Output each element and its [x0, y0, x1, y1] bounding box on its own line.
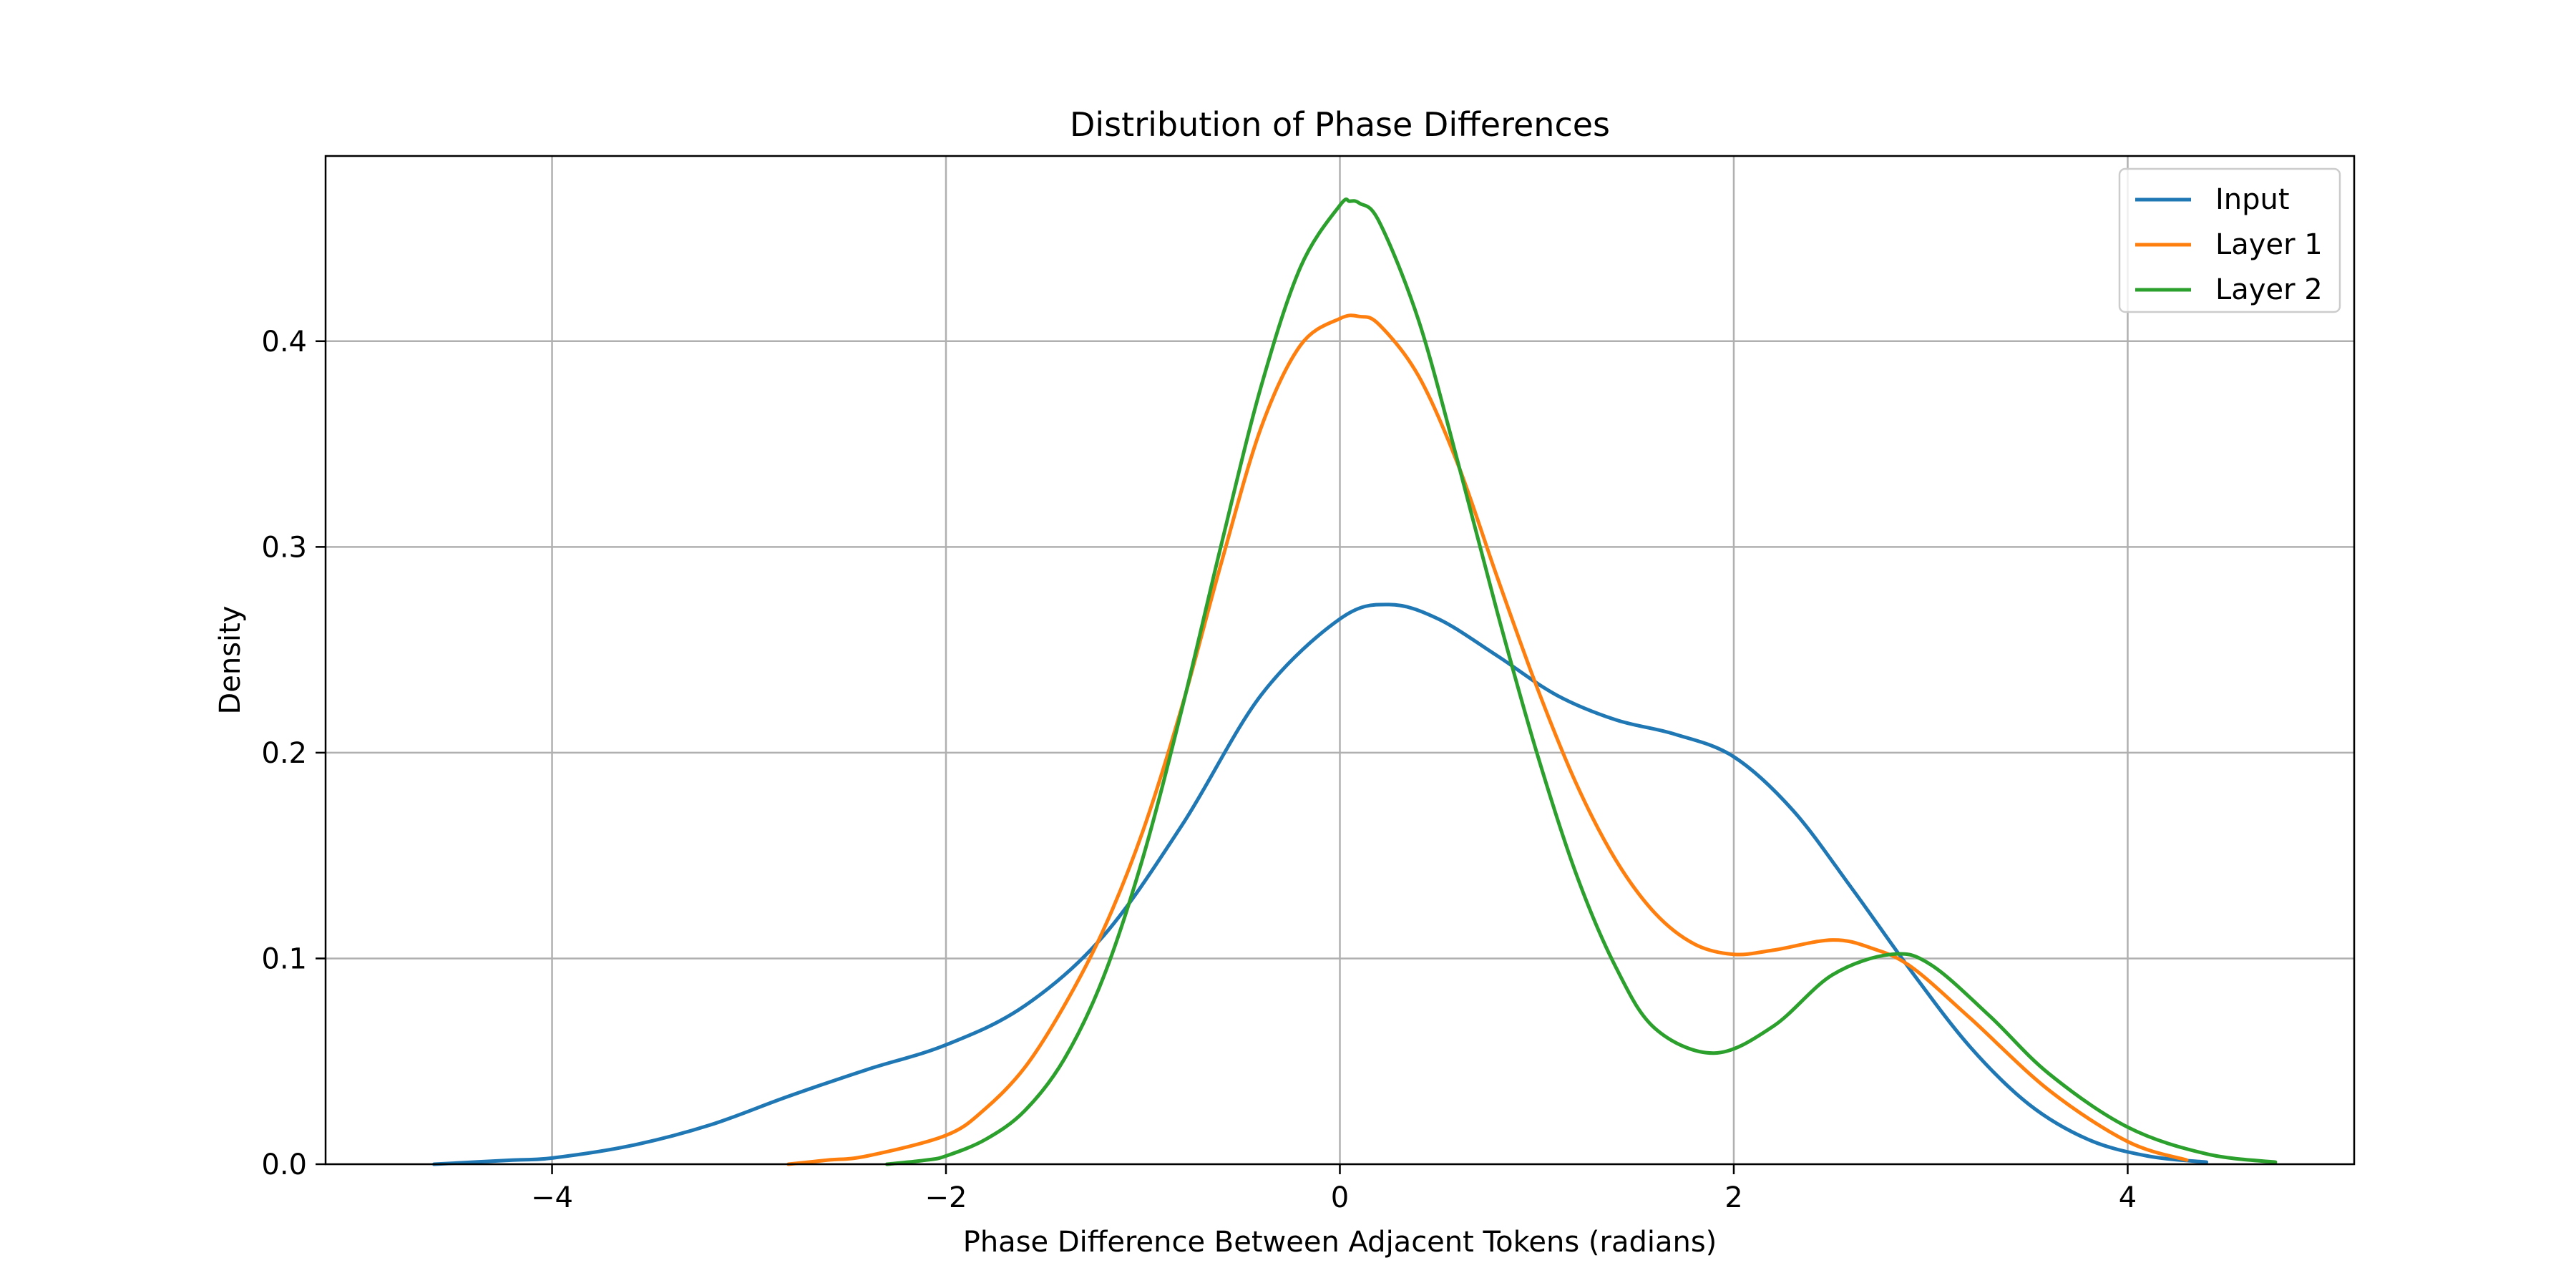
y-axis-label: Density — [214, 605, 247, 714]
y-tick-label: 0.3 — [261, 531, 307, 564]
series-line-layer-2 — [884, 197, 2278, 1166]
y-tick-label: 0.4 — [261, 326, 307, 358]
y-tick-label: 0.2 — [261, 737, 307, 770]
series-line-input — [431, 602, 2209, 1166]
legend-box — [2118, 167, 2341, 313]
x-tick-label: 0 — [1331, 1181, 1349, 1214]
series-line-layer-1 — [786, 313, 2189, 1166]
y-tick-label: 0.0 — [261, 1148, 307, 1181]
y-tick-label: 0.1 — [261, 942, 307, 975]
x-tick-label: −4 — [531, 1181, 573, 1214]
x-tick-label: −2 — [925, 1181, 967, 1214]
x-axis-label: Phase Difference Between Adjacent Tokens… — [963, 1226, 1717, 1259]
chart-title: Distribution of Phase Differences — [1070, 105, 1610, 144]
x-tick-label: 2 — [1724, 1181, 1742, 1214]
ticks: −4 −2 0 2 4 0.0 0.1 0.2 0.3 0.4 — [261, 326, 2137, 1214]
legend-label-input: Input — [2215, 183, 2290, 216]
legend: Input Layer 1 Layer 2 — [2118, 167, 2341, 313]
series-layer — [431, 197, 2278, 1166]
legend-label-layer-1: Layer 1 — [2215, 228, 2323, 261]
legend-label-layer-2: Layer 2 — [2215, 273, 2323, 306]
x-tick-label: 4 — [2119, 1181, 2137, 1214]
